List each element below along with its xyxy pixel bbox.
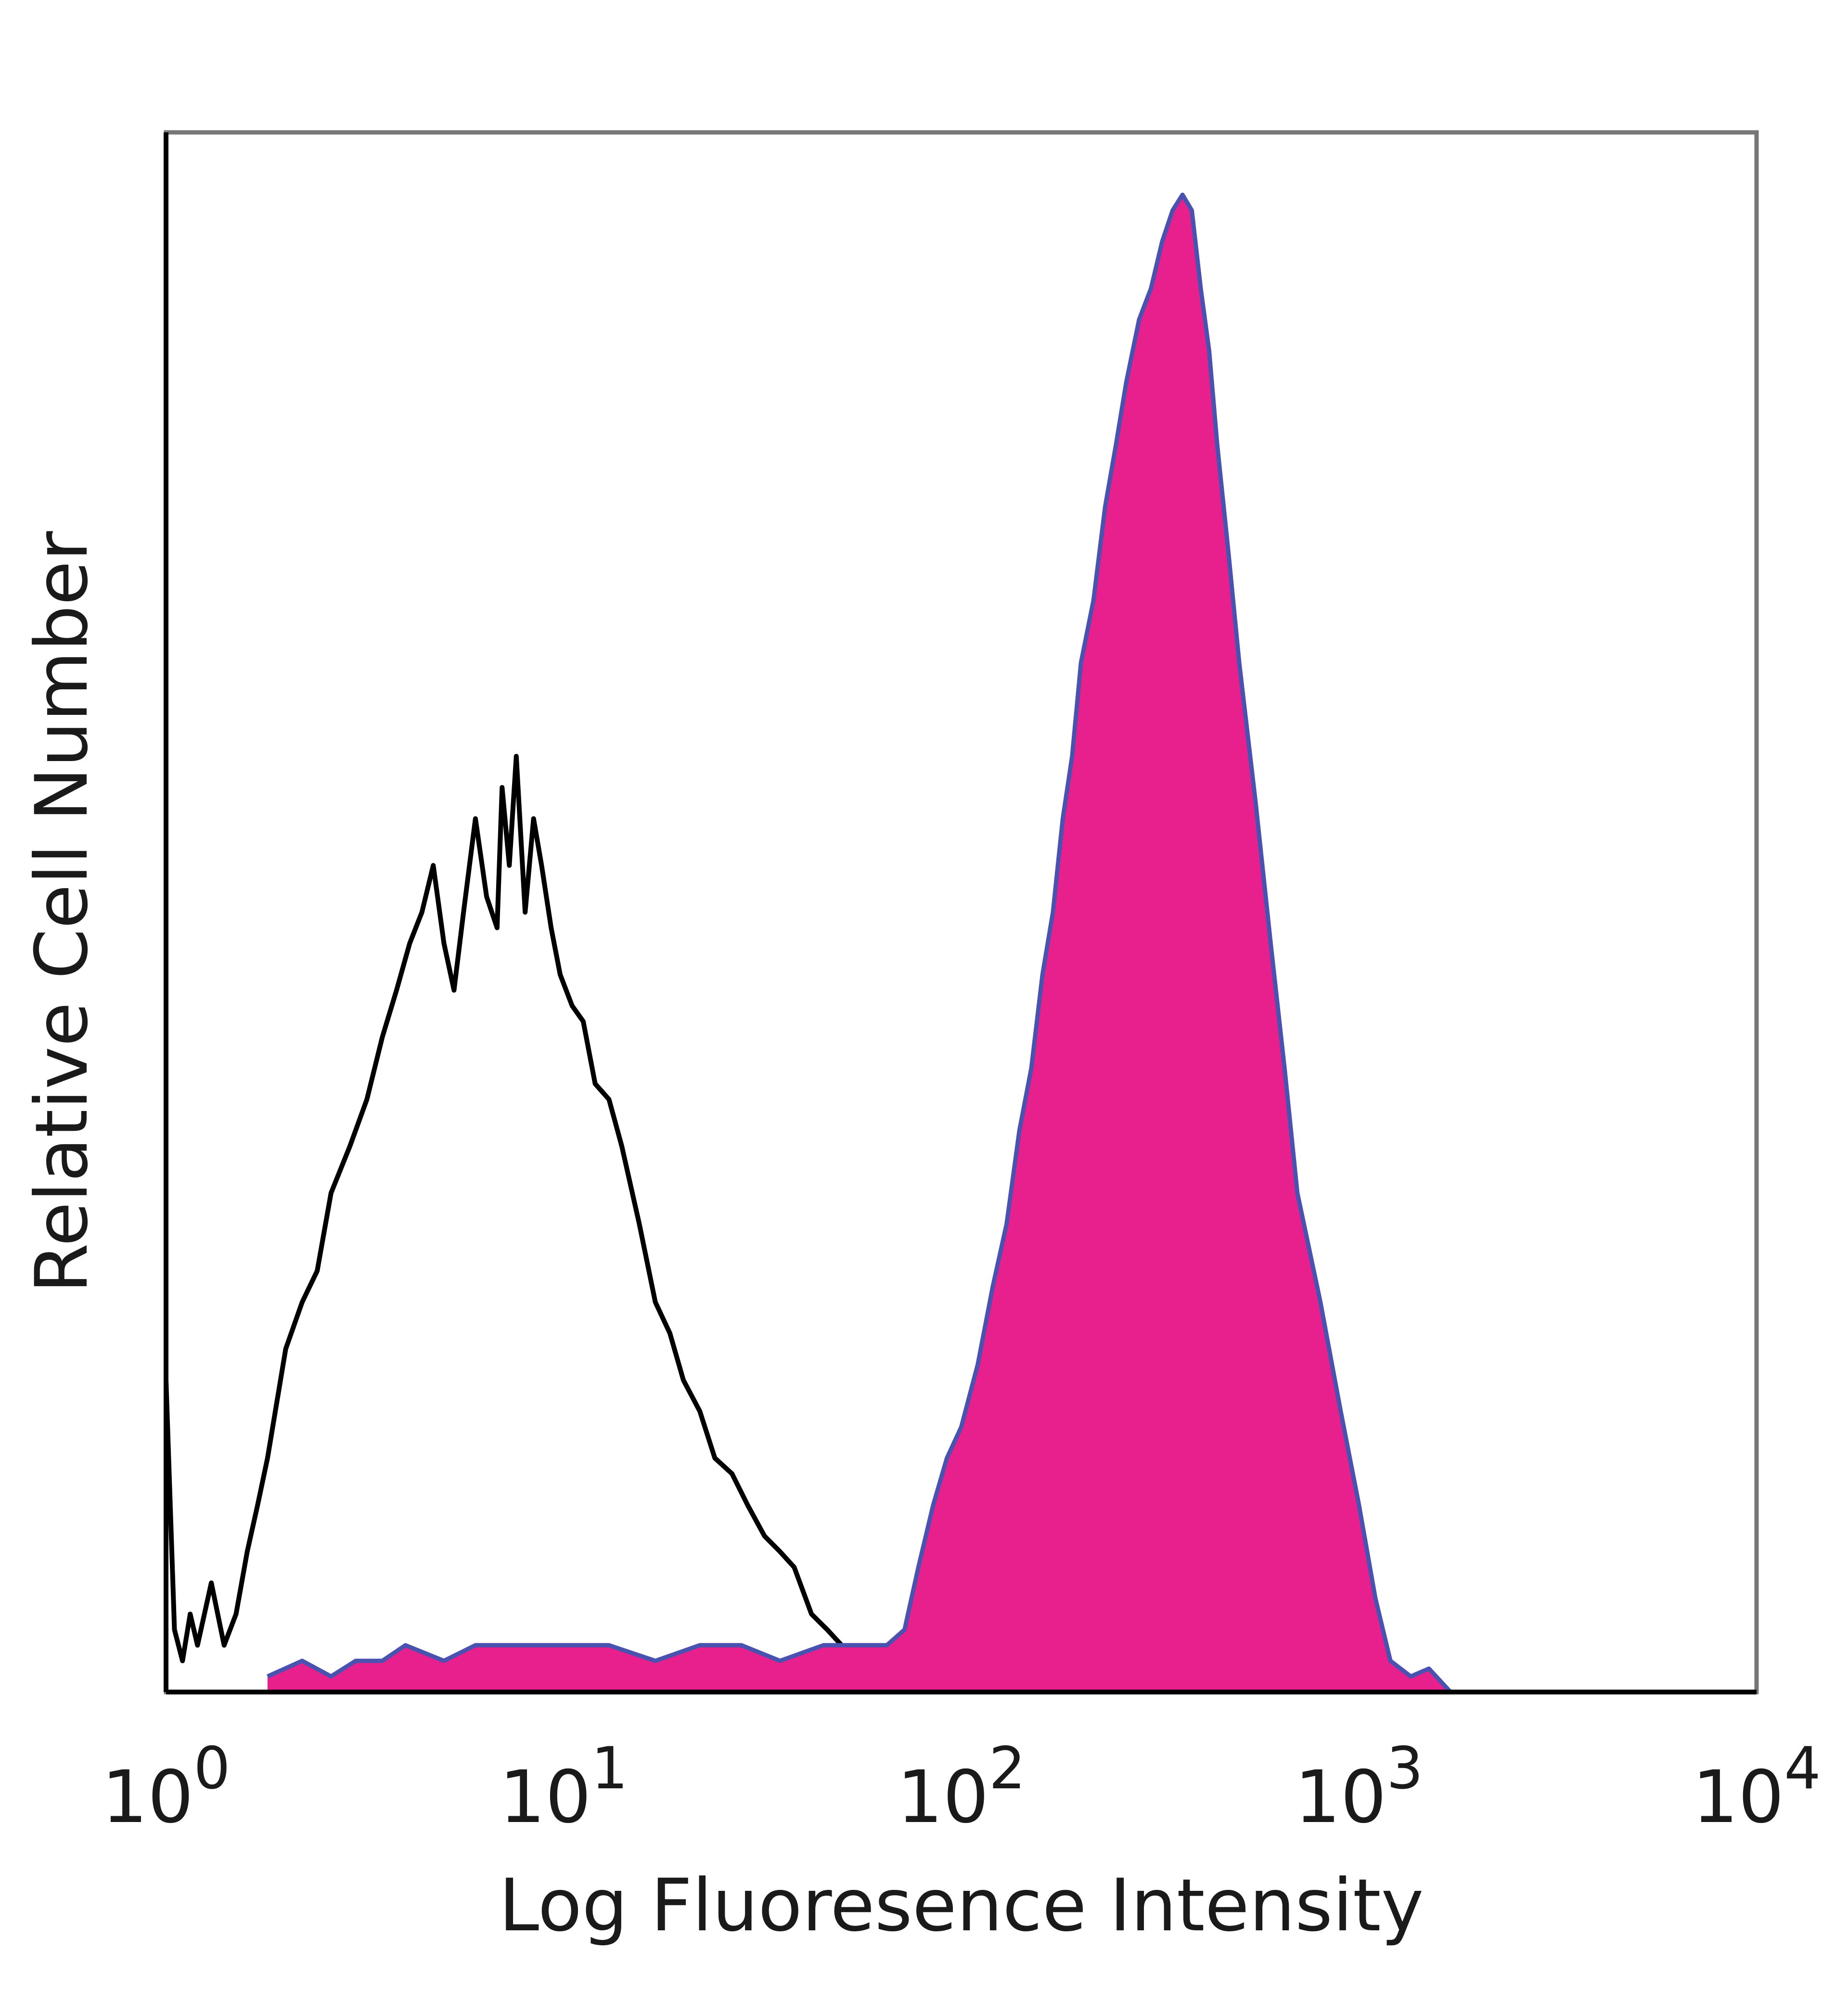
x-tick-label: 101	[500, 1735, 628, 1839]
x-tick-label: 104	[1692, 1735, 1821, 1839]
stained-histogram-outline	[267, 193, 1452, 1694]
x-tick-label: 102	[897, 1735, 1026, 1839]
series-layer	[164, 193, 1452, 1694]
control-histogram-line	[164, 754, 1033, 1694]
x-tick-label: 103	[1295, 1735, 1423, 1839]
x-tick-labels: 100 101 102 103 104	[102, 1735, 1821, 1839]
stained-histogram-fill	[267, 194, 1451, 1692]
x-tick-label: 100	[102, 1735, 230, 1839]
x-axis-title: Log Fluoresence Intensity	[499, 1864, 1424, 1948]
y-axis-title: Relative Cell Number	[20, 531, 104, 1293]
